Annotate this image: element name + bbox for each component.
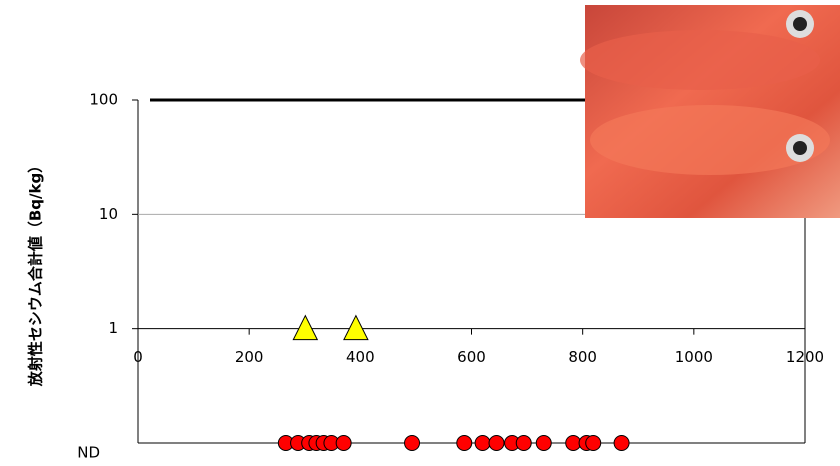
data-point — [613, 435, 630, 451]
photo — [580, 5, 840, 218]
y-tick-label: 1 — [108, 319, 118, 337]
x-tick-label: 0 — [133, 348, 143, 366]
data-point — [292, 314, 319, 341]
data-point — [535, 435, 552, 451]
y-tick-label: 10 — [99, 205, 118, 223]
data-point — [474, 435, 491, 451]
x-tick-label: 400 — [346, 348, 375, 366]
x-tick-label: 1200 — [786, 348, 824, 366]
nd-label: ND — [77, 444, 100, 462]
data-point — [456, 435, 473, 451]
data-point — [515, 435, 532, 451]
x-tick-label: 600 — [457, 348, 486, 366]
data-point — [404, 435, 421, 451]
x-tick-label: 800 — [568, 348, 597, 366]
data-point — [585, 435, 602, 451]
x-tick-label: 200 — [235, 348, 264, 366]
y-axis-title: 放射性セシウム合計値（Bq/kg） — [27, 158, 45, 387]
data-point — [335, 435, 352, 451]
data-point — [343, 314, 369, 341]
data-point — [565, 435, 582, 451]
y-tick-label: 100 — [89, 91, 118, 109]
x-tick-label: 1000 — [675, 348, 713, 366]
data-point — [488, 435, 505, 451]
